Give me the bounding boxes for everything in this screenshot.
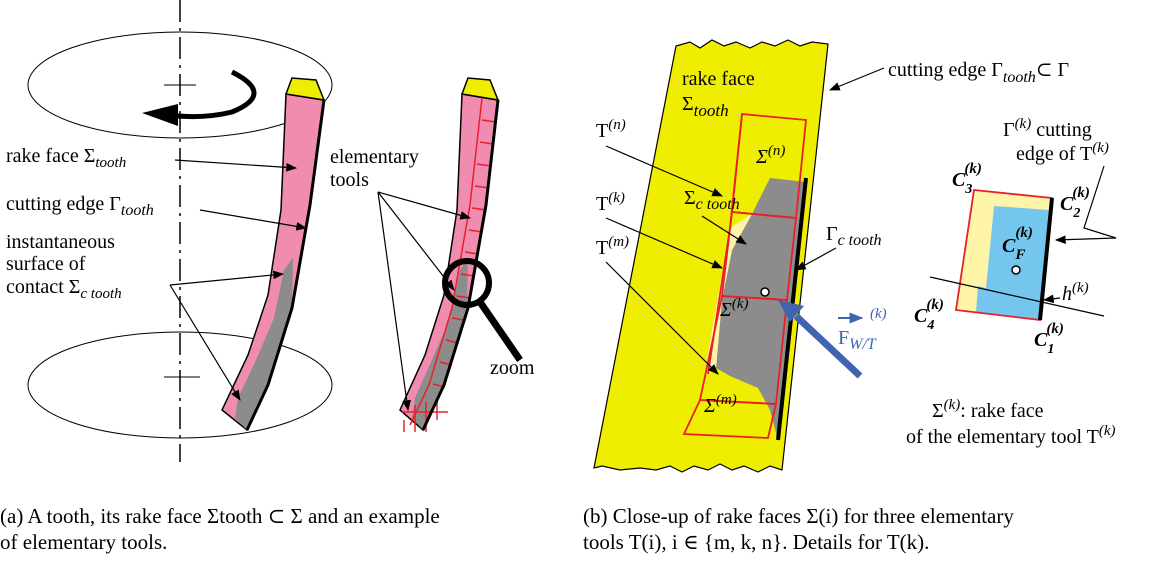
label-elementary-2: tools <box>330 169 369 191</box>
force-arrow <box>793 313 863 379</box>
label-contact-3: contact Σc tooth <box>6 276 122 302</box>
label-h: h(k) <box>1062 280 1089 305</box>
label-CF: CF(k) <box>1002 225 1033 263</box>
label-sigma-k: Σ(k) <box>719 296 749 321</box>
force-point <box>760 287 770 297</box>
contact-surface <box>235 258 293 430</box>
caption-a: (a) A tooth, its rake face Σtooth ⊂ Σ an… <box>0 503 570 555</box>
label-zoom: zoom <box>490 357 535 379</box>
caption-b-line-1: (b) Close-up of rake faces Σ(i) for thre… <box>583 504 1014 528</box>
label-gamma-c: Γc tooth <box>826 223 882 249</box>
label-rake-face: rake face Σtooth <box>6 145 126 171</box>
label-sigma-c: Σc tooth <box>684 187 740 213</box>
label-T-k: T(k) <box>596 190 625 215</box>
label-T-m: T(m) <box>596 234 629 259</box>
top-ellipse <box>27 31 333 139</box>
panel-a: rake face Σtooth cutting edge Γtooth ins… <box>6 0 535 462</box>
label-bottom-1: Σ(k): rake face <box>932 397 1044 422</box>
rotation-arrow <box>159 69 257 120</box>
label-force: FW/T <box>838 327 877 353</box>
tooth-tip <box>284 77 326 101</box>
label-cutting-edge: cutting edge Γtooth <box>6 193 154 219</box>
label-elementary-1: elementary <box>330 146 419 168</box>
label-b-cutting-edge: cutting edge Γtooth⊂ Γ <box>888 59 1069 86</box>
label-C3: C3(k) <box>952 161 982 197</box>
caption-a-line-2: of elementary tools. <box>0 530 168 554</box>
label-sigma-m: Σ(m) <box>703 392 737 417</box>
label-T-n: T(n) <box>596 117 626 142</box>
elementary-rakes <box>682 113 807 439</box>
label-contact-1: instantaneous <box>6 231 115 253</box>
label-bottom-2: of the elementary tool T(k) <box>906 423 1116 448</box>
bottom-ellipse <box>27 331 333 439</box>
label-C4: C4(k) <box>914 297 944 333</box>
label-gamma-k: Γ(k) cutting <box>1003 116 1092 141</box>
label-C2: C2(k) <box>1060 185 1090 221</box>
label-contact-2: surface of <box>6 253 86 275</box>
zoom-magnifier-icon <box>442 258 523 362</box>
panel-b: rake face Σtooth cutting edge Γtooth⊂ Γ … <box>593 39 1117 473</box>
caption-b-line-2: tools T(i), i ∈ {m, k, n}. Details for T… <box>583 530 930 554</box>
label-force-sup: (k) <box>870 306 887 322</box>
elementary-tooth-body <box>399 93 499 432</box>
label-gamma-k-2: edge of T(k) <box>1016 140 1109 165</box>
caption-a-line-1: (a) A tooth, its rake face Σtooth ⊂ Σ an… <box>0 504 440 528</box>
label-sigma-n: Σ(n) <box>755 143 785 168</box>
label-C1: C1(k) <box>1034 321 1064 357</box>
elementary-tool-grid <box>402 97 497 432</box>
caption-b: (b) Close-up of rake faces Σ(i) for thre… <box>583 503 1158 555</box>
tooth-body <box>221 93 325 432</box>
label-b-rake-face-sigma: Σtooth <box>682 93 729 120</box>
h-line <box>929 276 1105 317</box>
label-b-rake-face: rake face <box>682 68 755 90</box>
